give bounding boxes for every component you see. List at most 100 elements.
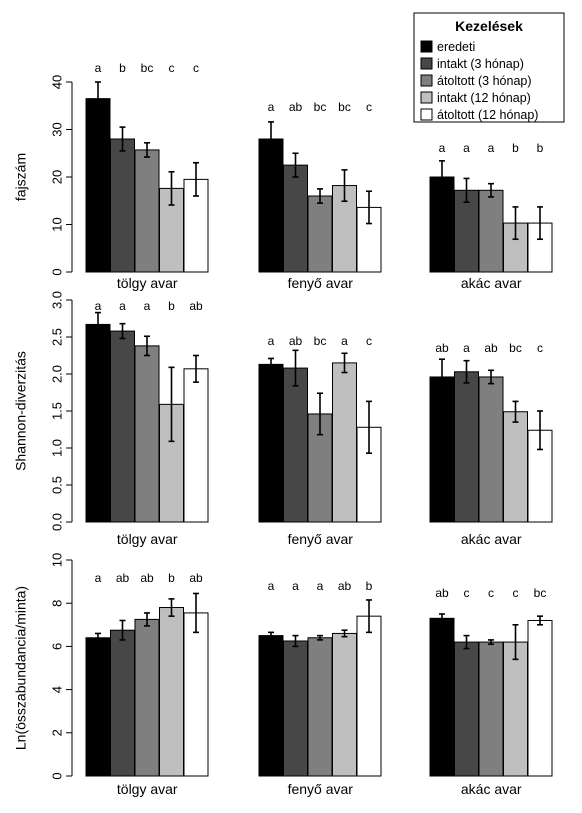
bar — [429, 617, 455, 777]
y-axis-label: Ln(összabundancia/minta) — [13, 586, 29, 750]
significance-letter: c — [366, 334, 372, 348]
category-label: akác avar — [461, 531, 522, 547]
bar — [110, 629, 135, 777]
significance-letter: ab — [189, 299, 203, 313]
significance-letter: ab — [484, 341, 498, 355]
legend-entry: átoltott (12 hónap) — [437, 108, 538, 122]
significance-letter: a — [95, 571, 102, 585]
significance-letter: c — [366, 100, 372, 114]
bar — [134, 149, 160, 273]
category-label: tölgy avar — [117, 275, 178, 291]
y-tick-label: 4 — [49, 686, 64, 693]
y-tick-label: 8 — [49, 600, 64, 607]
significance-letter: bc — [338, 100, 351, 114]
bar — [503, 411, 528, 523]
legend-entry: intakt (12 hónap) — [437, 91, 531, 105]
significance-letter: a — [341, 334, 348, 348]
bar — [356, 615, 382, 777]
legend-swatch — [420, 91, 433, 104]
significance-letter: ab — [289, 334, 303, 348]
significance-letter: a — [268, 334, 275, 348]
bar — [527, 619, 553, 777]
category-label: akác avar — [461, 275, 522, 291]
significance-letter: a — [119, 299, 126, 313]
significance-letter: a — [463, 341, 470, 355]
significance-letter: c — [464, 586, 470, 600]
bar — [478, 641, 504, 777]
significance-letter: bc — [509, 341, 522, 355]
y-tick-label: 6 — [49, 643, 64, 650]
significance-letter: a — [95, 61, 102, 75]
significance-letter: a — [268, 579, 275, 593]
bar — [454, 371, 479, 523]
legend-box — [413, 12, 565, 123]
y-tick-label: 0.5 — [49, 476, 64, 494]
significance-letter: bc — [314, 334, 327, 348]
y-tick-label: 0 — [49, 772, 64, 779]
legend-swatch — [420, 74, 433, 87]
y-tick-label: 0 — [49, 268, 64, 275]
significance-letter: b — [366, 579, 373, 593]
legend-swatch — [420, 57, 433, 70]
legend-title: Kezelések — [455, 18, 523, 34]
significance-letter: a — [95, 299, 102, 313]
significance-letter: b — [168, 299, 175, 313]
y-tick-label: 1.5 — [49, 402, 64, 420]
legend-items: eredeti intakt (3 hónap) átoltott (3 hónap… — [420, 40, 538, 122]
significance-letter: c — [169, 61, 175, 75]
bar — [85, 323, 111, 523]
significance-letter: bc — [141, 61, 154, 75]
significance-letter: ab — [116, 571, 130, 585]
bar — [454, 641, 479, 777]
bar — [258, 635, 284, 777]
legend: Kezelések eredeti intakt (3 hónap) átoltot… — [413, 12, 565, 123]
y-tick-label: 40 — [49, 75, 64, 89]
bar — [503, 641, 528, 777]
bar — [258, 138, 284, 273]
legend-swatch — [420, 40, 433, 53]
significance-letter: a — [292, 579, 299, 593]
legend-swatch — [420, 108, 433, 121]
legend-entry: eredeti — [437, 40, 475, 54]
y-tick-label: 0.0 — [49, 513, 64, 531]
y-tick-label: 10 — [49, 553, 64, 567]
bar — [478, 189, 504, 273]
legend-entry: átoltott (3 hónap) — [437, 74, 532, 88]
y-tick-label: 10 — [49, 217, 64, 231]
significance-letter: ab — [140, 571, 154, 585]
bar — [283, 367, 308, 523]
y-axis-label: Shannon-diverzitás — [13, 351, 29, 471]
bar — [307, 195, 333, 273]
significance-letter: a — [463, 141, 470, 155]
category-label: fenyő avar — [288, 781, 354, 797]
significance-letter: b — [537, 141, 544, 155]
significance-letter: a — [144, 299, 151, 313]
bar — [110, 138, 135, 273]
significance-letter: bc — [534, 586, 547, 600]
bar — [454, 189, 479, 273]
significance-letter: b — [512, 141, 519, 155]
y-tick-label: 2.0 — [49, 365, 64, 383]
bar — [85, 637, 111, 777]
significance-letter: c — [488, 586, 494, 600]
significance-letter: ab — [189, 571, 203, 585]
significance-letter: b — [119, 61, 126, 75]
category-label: fenyő avar — [288, 275, 354, 291]
significance-letter: a — [268, 100, 275, 114]
bar — [478, 376, 504, 523]
significance-letter: c — [513, 586, 519, 600]
significance-letter: a — [488, 141, 495, 155]
significance-letter: b — [168, 571, 175, 585]
bar — [283, 164, 308, 273]
bar — [332, 362, 357, 523]
legend-entry: intakt (3 hónap) — [437, 57, 524, 71]
y-tick-label: 30 — [49, 122, 64, 136]
category-label: tölgy avar — [117, 531, 178, 547]
bar — [134, 618, 160, 777]
bar — [258, 363, 284, 523]
significance-letter: ab — [435, 586, 449, 600]
bar — [85, 98, 111, 273]
